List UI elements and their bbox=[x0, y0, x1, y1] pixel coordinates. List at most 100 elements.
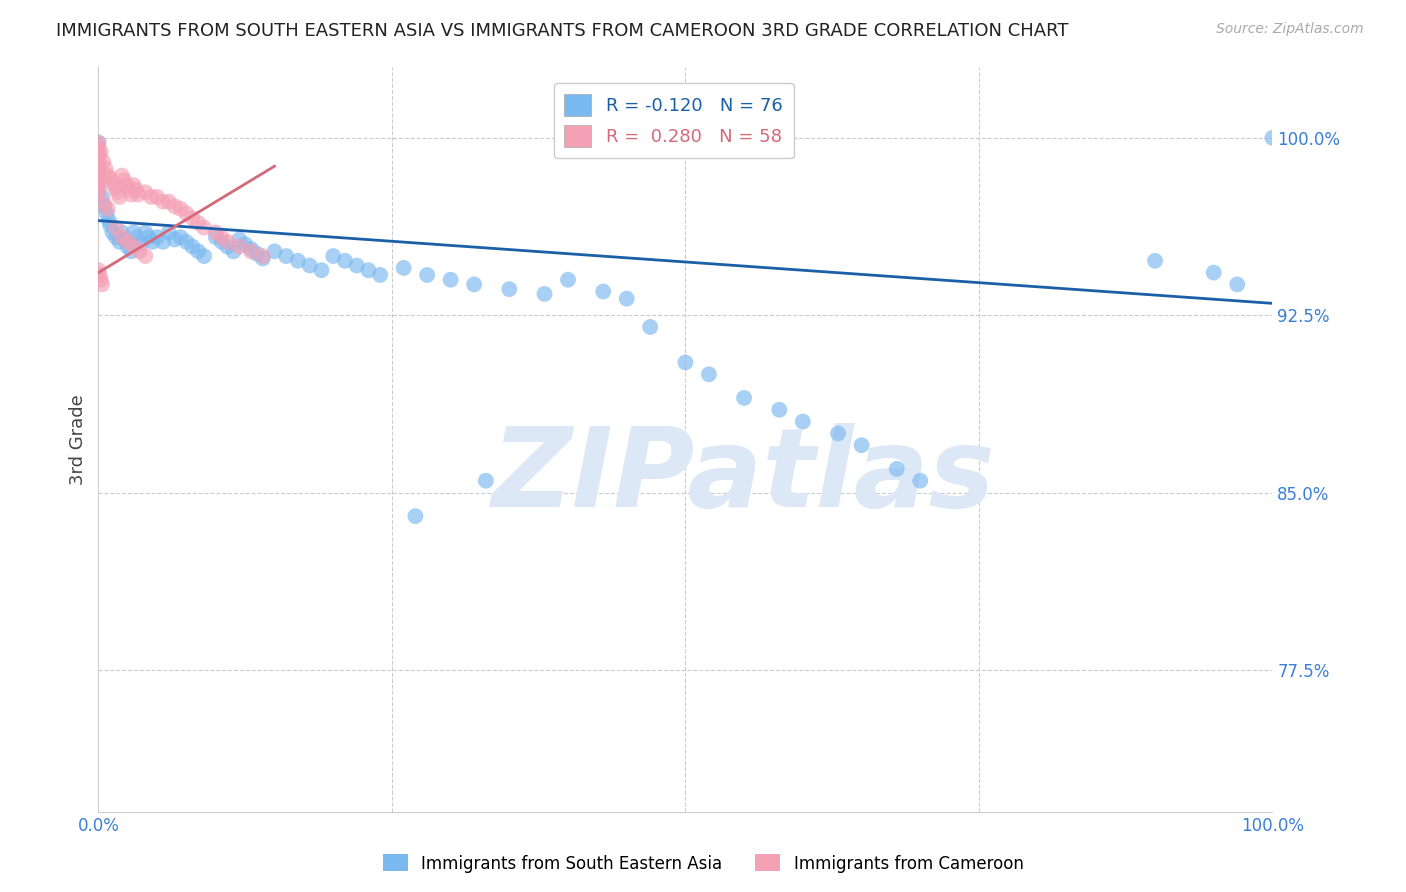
Point bbox=[87, 161, 110, 176]
Point bbox=[205, 230, 228, 244]
Point bbox=[228, 233, 250, 247]
Point bbox=[87, 147, 110, 161]
Point bbox=[222, 244, 245, 259]
Point bbox=[475, 474, 498, 488]
Point bbox=[276, 249, 298, 263]
Point bbox=[263, 244, 285, 259]
Point bbox=[193, 249, 215, 263]
Point bbox=[157, 226, 180, 240]
Point bbox=[298, 259, 321, 273]
Point bbox=[176, 206, 198, 220]
Point bbox=[252, 249, 274, 263]
Point bbox=[111, 230, 134, 244]
Point bbox=[87, 183, 110, 197]
Text: IMMIGRANTS FROM SOUTH EASTERN ASIA VS IMMIGRANTS FROM CAMEROON 3RD GRADE CORRELA: IMMIGRANTS FROM SOUTH EASTERN ASIA VS IM… bbox=[56, 22, 1069, 40]
Point bbox=[108, 190, 131, 204]
Point bbox=[128, 244, 150, 259]
Point bbox=[87, 159, 110, 173]
Point bbox=[134, 185, 156, 199]
Point bbox=[120, 187, 142, 202]
Point bbox=[118, 183, 141, 197]
Point bbox=[97, 202, 120, 216]
Point bbox=[122, 178, 145, 193]
Point bbox=[311, 263, 333, 277]
Point bbox=[187, 216, 209, 230]
Text: Source: ZipAtlas.com: Source: ZipAtlas.com bbox=[1216, 22, 1364, 37]
Point bbox=[181, 211, 204, 226]
Point bbox=[169, 202, 191, 216]
Point bbox=[346, 259, 368, 273]
Point bbox=[98, 171, 121, 186]
Point bbox=[108, 235, 131, 249]
Point bbox=[125, 183, 148, 197]
Point bbox=[675, 355, 697, 369]
Point bbox=[557, 273, 579, 287]
Point bbox=[157, 194, 180, 209]
Point bbox=[240, 244, 263, 259]
Point bbox=[127, 187, 149, 202]
Point bbox=[141, 190, 163, 204]
Point bbox=[792, 415, 814, 429]
Point bbox=[533, 286, 555, 301]
Point bbox=[1261, 131, 1284, 145]
Point bbox=[98, 213, 121, 227]
Point bbox=[94, 161, 117, 176]
Point bbox=[404, 509, 426, 524]
Point bbox=[211, 235, 233, 249]
Point bbox=[90, 145, 112, 159]
Point bbox=[87, 136, 110, 150]
Point bbox=[217, 239, 239, 253]
Point bbox=[93, 199, 115, 213]
Point bbox=[120, 244, 142, 259]
Point bbox=[141, 235, 163, 249]
Point bbox=[322, 249, 344, 263]
Point bbox=[111, 169, 134, 183]
Point bbox=[87, 150, 110, 164]
Point bbox=[87, 169, 110, 183]
Point bbox=[886, 462, 908, 476]
Point bbox=[211, 230, 233, 244]
Point bbox=[638, 320, 661, 334]
Point bbox=[87, 136, 110, 150]
Point bbox=[463, 277, 485, 292]
Y-axis label: 3rd Grade: 3rd Grade bbox=[69, 394, 87, 484]
Point bbox=[163, 233, 186, 247]
Point bbox=[146, 230, 169, 244]
Legend: R = -0.120   N = 76, R =  0.280   N = 58: R = -0.120 N = 76, R = 0.280 N = 58 bbox=[554, 83, 793, 158]
Point bbox=[176, 235, 198, 249]
Point bbox=[87, 154, 110, 169]
Point bbox=[1202, 266, 1225, 280]
Point bbox=[138, 230, 160, 244]
Point bbox=[287, 253, 309, 268]
Point bbox=[1144, 253, 1167, 268]
Point bbox=[392, 260, 415, 275]
Legend: Immigrants from South Eastern Asia, Immigrants from Cameroon: Immigrants from South Eastern Asia, Immi… bbox=[375, 847, 1031, 880]
Point bbox=[152, 235, 174, 249]
Point bbox=[87, 263, 110, 277]
Point bbox=[851, 438, 873, 452]
Point bbox=[91, 154, 114, 169]
Point bbox=[91, 190, 114, 204]
Point bbox=[87, 173, 110, 187]
Point bbox=[228, 239, 250, 253]
Point bbox=[87, 145, 110, 159]
Point bbox=[827, 426, 849, 441]
Point bbox=[117, 239, 139, 253]
Point bbox=[416, 268, 439, 282]
Point bbox=[498, 282, 520, 296]
Point bbox=[98, 219, 121, 233]
Point bbox=[105, 230, 128, 244]
Point bbox=[163, 199, 186, 213]
Point bbox=[87, 187, 110, 202]
Point bbox=[240, 242, 263, 256]
Point bbox=[592, 285, 614, 299]
Point bbox=[181, 239, 204, 253]
Point bbox=[127, 230, 149, 244]
Point bbox=[252, 252, 274, 266]
Point bbox=[105, 185, 128, 199]
Point bbox=[101, 176, 124, 190]
Point bbox=[91, 277, 114, 292]
Point bbox=[193, 220, 215, 235]
Point bbox=[246, 246, 269, 260]
Point bbox=[187, 244, 209, 259]
